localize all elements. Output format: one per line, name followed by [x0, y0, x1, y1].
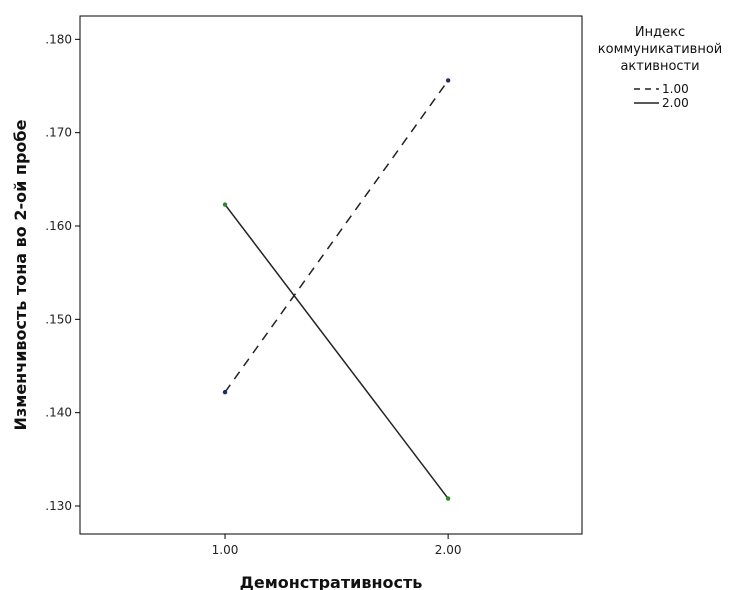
y-tick-label: .170	[45, 126, 72, 140]
legend: Индекс коммуникативной активности 1.00 2…	[598, 25, 722, 110]
y-axis: .130 .140 .150 .160 .170 .180	[45, 32, 80, 513]
y-tick-label: .160	[45, 219, 72, 233]
legend-label-series-2: 2.00	[662, 96, 689, 110]
y-tick-label: .150	[45, 312, 72, 326]
legend-title-line-2: коммуникативной	[598, 42, 722, 57]
series-2-point	[445, 496, 451, 501]
series-layer	[222, 78, 451, 501]
series-1-point	[222, 389, 228, 395]
x-tick-label: 1.00	[212, 543, 239, 557]
y-tick-label: .180	[45, 32, 72, 46]
legend-title-line-3: активности	[620, 59, 699, 74]
legend-title-line-1: Индекс	[635, 25, 685, 40]
x-axis: 1.00 2.00	[212, 534, 462, 557]
y-tick-label: .140	[45, 406, 72, 420]
x-axis-title: Демонстративность	[240, 573, 423, 590]
y-axis-title: Изменчивость тона во 2-ой пробе	[11, 119, 30, 430]
series-1-point	[445, 78, 451, 83]
x-tick-label: 2.00	[435, 543, 462, 557]
y-tick-label: .130	[45, 499, 72, 513]
series-line-2	[224, 204, 449, 499]
series-2-point	[222, 202, 228, 207]
legend-label-series-1: 1.00	[662, 82, 689, 96]
plot-frame	[79, 15, 583, 535]
